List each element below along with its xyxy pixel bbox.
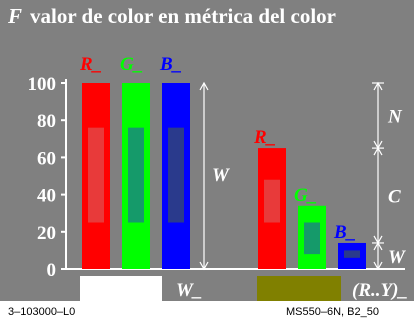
bar-label-white-red: R_: [79, 54, 102, 75]
title-text: valor de color en métrica del color: [30, 4, 336, 28]
footer-code-left: 3–103000–L0: [8, 306, 76, 318]
y-tick-label: 40: [37, 186, 56, 207]
y-tick-label: 60: [37, 148, 56, 169]
y-tick-label: 20: [37, 223, 56, 244]
sample-white-label: W_: [176, 280, 202, 301]
bar-inner-olive-red: [264, 179, 280, 223]
bar-label-olive-green: G_: [294, 185, 317, 206]
bracket-label-n: N: [387, 107, 403, 128]
footer-code-right: MS550–6N, B2_50: [286, 306, 379, 318]
bar-inner-olive-green: [304, 222, 320, 255]
bar-inner-white-blue: [168, 127, 184, 223]
bar-inner-white-green: [128, 127, 144, 223]
y-tick-label: 100: [28, 74, 57, 95]
bracket-label-w: W: [388, 247, 406, 268]
sample-white-swatch: [80, 276, 162, 301]
bar-label-white-green: G_: [120, 54, 143, 75]
bracket-label-c: C: [388, 187, 401, 208]
bracket-w-head-bottom: [199, 261, 209, 271]
bar-inner-olive-blue: [344, 250, 360, 258]
color-metric-chart: 0 20 40 60 80 100 R_ G_ B_ R_ G_ B_ W N C W W_ (R..Y)_: [28, 54, 408, 301]
y-tick-label: 0: [47, 260, 57, 281]
bar-label-olive-red: R_: [253, 127, 276, 148]
bracket-w-label: W: [212, 165, 230, 186]
sample-olive-swatch: [257, 276, 341, 301]
bar-inner-white-red: [88, 127, 104, 223]
sample-olive-label: (R..Y)_: [352, 280, 408, 301]
bracket-w-head-top: [199, 81, 209, 91]
y-tick-label: 80: [37, 111, 56, 132]
bar-label-olive-blue: B_: [333, 222, 356, 243]
title-letter: F: [8, 4, 23, 28]
bar-label-white-blue: B_: [159, 54, 182, 75]
bracket-w-right-head-bottom: [373, 261, 383, 271]
